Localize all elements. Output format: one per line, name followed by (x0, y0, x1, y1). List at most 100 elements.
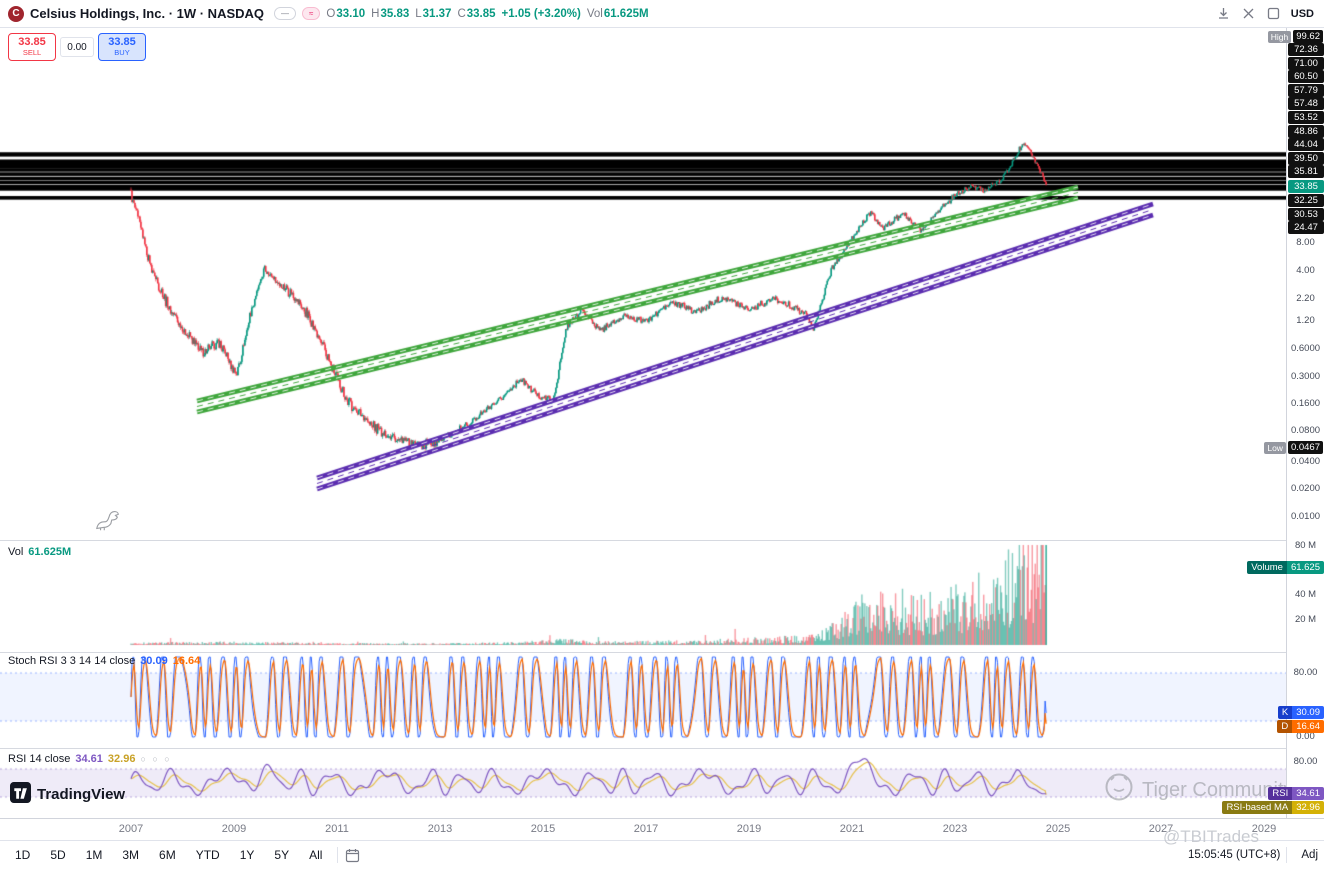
symbol-title[interactable]: Celsius Holdings, Inc. · 1W · NASDAQ (30, 6, 265, 21)
legend-volume: Vol 61.625M (586, 7, 649, 20)
range-button-5d[interactable]: 5D (50, 848, 66, 862)
price-line-label: 30.53 (1288, 208, 1324, 221)
year-tick: 2007 (118, 823, 144, 835)
year-tick: 2013 (427, 823, 453, 835)
symbol-logo-icon[interactable]: C (8, 5, 24, 22)
pane-separator[interactable] (0, 652, 1324, 653)
year-tick: 2021 (839, 823, 865, 835)
year-tick: 2027 (1148, 823, 1174, 835)
year-tick: 2019 (736, 823, 762, 835)
indicator-tick: 80.00 (1293, 667, 1318, 678)
clock-label[interactable]: 15:05:45 (UTC+8) (1188, 849, 1281, 861)
current-price-label: 33.85 (1288, 180, 1324, 193)
price-line-label: 57.79 (1288, 84, 1324, 97)
range-button-1y[interactable]: 1Y (239, 848, 255, 862)
range-button-ytd[interactable]: YTD (195, 848, 220, 862)
price-tick: 0.0800 (1290, 425, 1321, 436)
author-handle-watermark: @TBITrades (1163, 827, 1259, 846)
download-icon[interactable] (1216, 6, 1232, 22)
price-tick: 0.3000 (1290, 371, 1321, 382)
price-tick: 0.0100 (1290, 511, 1321, 522)
dino-cursor-icon (94, 508, 122, 537)
top-toolbar: C Celsius Holdings, Inc. · 1W · NASDAQ —… (0, 0, 1324, 28)
rsi-legend[interactable]: RSI 14 close 34.61 32.96 ○ ○ ○ (8, 753, 172, 765)
tradingview-logo-icon (10, 782, 31, 807)
price-tick: 0.0400 (1290, 456, 1321, 467)
rsi-ma-badge: RSI-based MA 32.96 (1222, 801, 1324, 814)
pane-separator[interactable] (0, 540, 1324, 541)
price-line-label: 44.04 (1288, 138, 1324, 151)
year-tick: 2029 (1251, 823, 1277, 835)
buy-button[interactable]: 33.85 BUY (98, 33, 146, 61)
stoch-d-badge: D 16.64 (1277, 720, 1324, 733)
range-buttons: 1D 5D 1M 3M 6M YTD 1Y 5Y All (6, 845, 331, 865)
price-tick: 8.00 (1296, 237, 1315, 248)
indicator-tick: 20 M (1294, 614, 1317, 625)
price-tick: 0.6000 (1290, 343, 1321, 354)
legend-close: C 33.85 (457, 7, 496, 20)
price-tick: 4.00 (1296, 265, 1315, 276)
toolbar-divider (1286, 847, 1288, 863)
indicator-tick: 40 M (1294, 589, 1317, 600)
price-line-label: 53.52 (1288, 111, 1324, 124)
price-line-label: 57.48 (1288, 97, 1324, 110)
price-tick: 0.1600 (1290, 398, 1321, 409)
stoch-k-badge: K 30.09 (1277, 706, 1324, 719)
time-axis[interactable]: 2007 2009 2011 2013 2015 2017 2019 2021 2023 2025… (0, 818, 1324, 840)
range-button-5y[interactable]: 5Y (274, 848, 290, 862)
price-axis[interactable]: High 99.62 Low 0.0467 72.36 71.00 60.50 57.… (1264, 28, 1324, 818)
indicator-tick: 80 M (1294, 540, 1317, 551)
legend-change: +1.05 (+3.20%) (501, 7, 581, 20)
low-price-marker: Low 0.0467 (1264, 441, 1323, 454)
range-button-3m[interactable]: 3M (122, 848, 140, 862)
price-line-label: 60.50 (1288, 70, 1324, 83)
high-price-marker: High 99.62 (1267, 30, 1323, 43)
volume-pane-canvas[interactable] (0, 540, 1286, 652)
currency-label[interactable]: USD (1290, 7, 1314, 20)
stoch-rsi-legend[interactable]: Stoch RSI 3 3 14 14 close 30.09 16.64 (8, 655, 201, 667)
range-button-all[interactable]: All (309, 848, 323, 862)
year-tick: 2015 (530, 823, 556, 835)
range-button-6m[interactable]: 6M (159, 848, 176, 862)
maximize-icon[interactable] (1266, 6, 1282, 22)
price-line-label: 72.36 (1288, 43, 1324, 56)
trade-widget: 33.85 SELL 0.00 33.85 BUY (8, 33, 146, 61)
rsi-value-badge: RSI 34.61 (1268, 787, 1324, 800)
year-tick: 2017 (633, 823, 659, 835)
indicator-pill-icon[interactable]: — (274, 7, 297, 20)
indicator-tick: 80.00 (1293, 756, 1318, 767)
stoch-rsi-pane-canvas[interactable] (0, 652, 1286, 748)
wave-pill-icon[interactable]: ≈ (302, 7, 321, 20)
range-button-1d[interactable]: 1D (15, 848, 31, 862)
legend-controls-icon[interactable]: ○ ○ ○ (140, 754, 172, 764)
year-tick: 2023 (942, 823, 968, 835)
bottom-toolbar: 1D 5D 1M 3M 6M YTD 1Y 5Y All 15:05:45 (UTC+8) Ad… (0, 840, 1324, 869)
volume-legend[interactable]: Vol 61.625M (8, 546, 72, 558)
spread-value: 0.00 (60, 37, 94, 57)
price-line-label: 32.25 (1288, 194, 1324, 207)
range-button-1m[interactable]: 1M (85, 848, 103, 862)
year-tick: 2025 (1045, 823, 1071, 835)
pane-separator[interactable] (0, 748, 1324, 749)
legend-open: O 33.10 (326, 7, 366, 20)
price-line-label: 48.86 (1288, 125, 1324, 138)
price-tick: 2.20 (1296, 293, 1315, 304)
price-line-label: 71.00 (1288, 57, 1324, 70)
toolbar-divider (337, 847, 339, 863)
volume-value-badge: Volume 61.625 (1247, 561, 1324, 574)
price-line-label: 24.47 (1288, 221, 1324, 234)
goto-date-icon[interactable] (344, 847, 360, 863)
price-line-label: 39.50 (1288, 152, 1324, 165)
close-icon[interactable] (1241, 6, 1257, 22)
price-chart-canvas[interactable] (0, 28, 1286, 540)
price-tick: 0.0200 (1290, 483, 1321, 494)
legend-low: L 31.37 (415, 7, 452, 20)
rsi-pane-canvas[interactable] (0, 748, 1286, 818)
tradingview-logo[interactable]: TradingView (10, 782, 125, 807)
tiger-logo-icon (1104, 772, 1134, 808)
indicator-tick: 0.00 (1296, 731, 1315, 742)
price-tick: 1.20 (1296, 315, 1315, 326)
sell-button[interactable]: 33.85 SELL (8, 33, 56, 61)
adjusted-data-toggle[interactable]: Adj (1301, 849, 1318, 861)
